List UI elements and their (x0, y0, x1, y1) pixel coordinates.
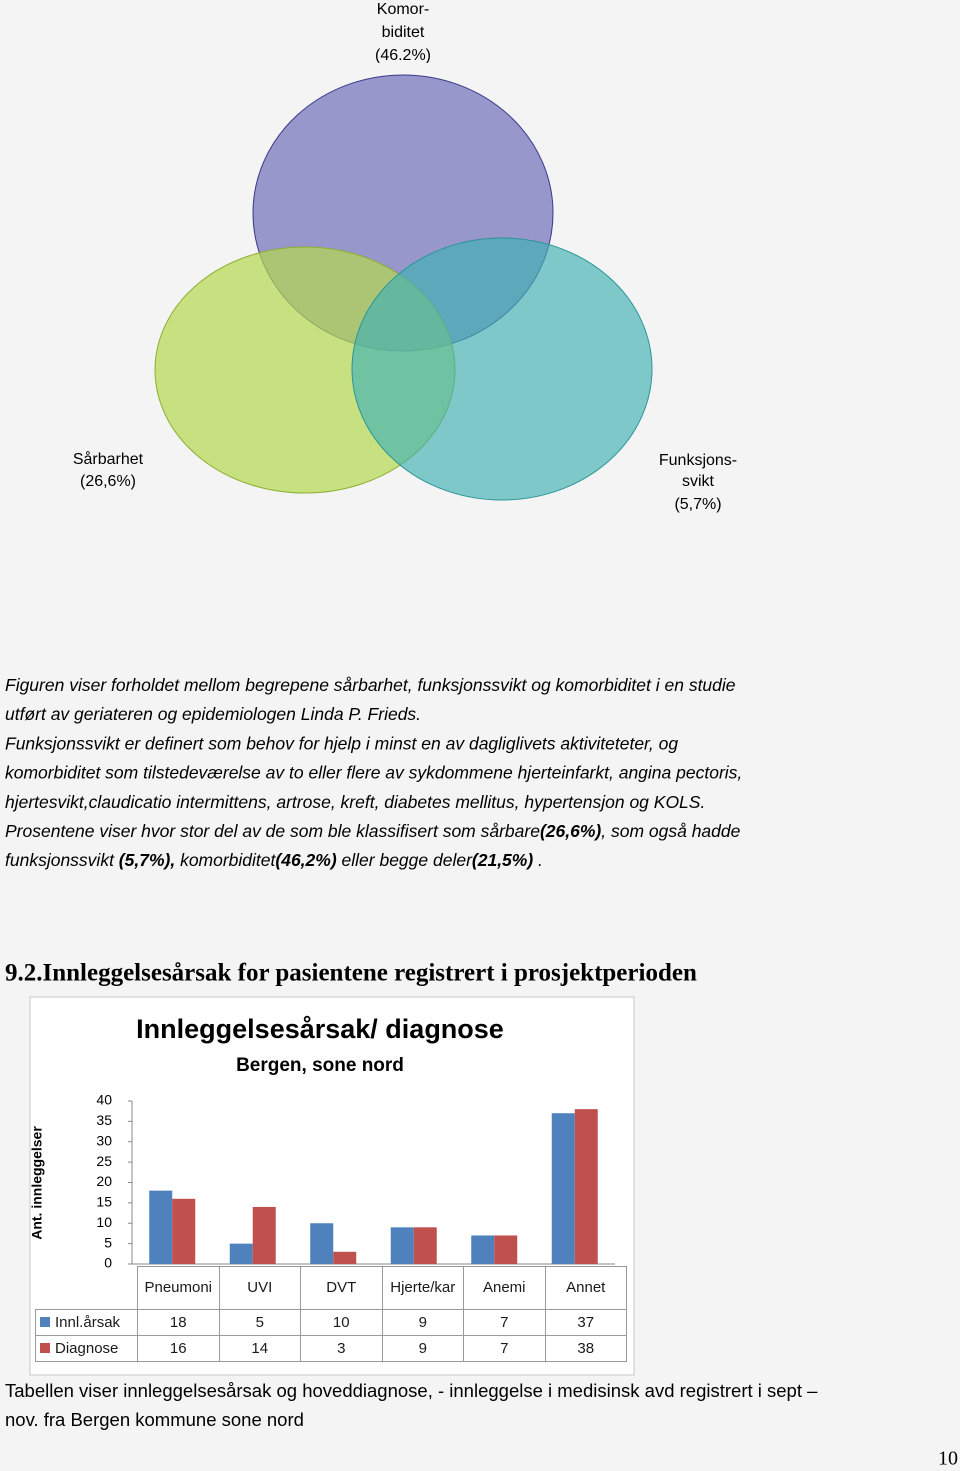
x-tick-label: Hjerte/kar (381, 1266, 464, 1310)
y-tick-label: 30 (96, 1132, 112, 1148)
caption-run: eller begge deler (337, 850, 473, 870)
venn-label: Komor- (377, 1, 429, 18)
y-tick-label: 35 (96, 1112, 112, 1128)
caption-line: Prosentene viser hvor stor del av de som… (5, 821, 741, 841)
caption-run: Funksjonssvikt er definert som behov for… (5, 733, 678, 753)
caption-line: hjertesvikt,claudicatio intermittens, ar… (5, 791, 705, 811)
table-value: 7 (463, 1335, 546, 1362)
table-value: 3 (300, 1335, 383, 1362)
bar (252, 1206, 276, 1264)
table-value: 10 (300, 1309, 383, 1336)
table-value: 5 (218, 1309, 301, 1336)
bar (574, 1109, 598, 1264)
footer-line: nov. fra Bergen kommune sone nord (5, 1409, 304, 1430)
caption-run: (21,5%) (472, 850, 533, 870)
table-value: 9 (381, 1335, 464, 1362)
caption-run: komorbiditet (175, 850, 276, 870)
table-value: 37 (544, 1309, 627, 1336)
venn-label: (26,6%) (80, 473, 136, 490)
venn-circle (351, 237, 653, 501)
legend-swatch (40, 1343, 50, 1353)
caption-run: Prosentene viser hvor stor del av de som… (5, 821, 540, 841)
y-tick-label: 25 (96, 1153, 112, 1169)
caption-run: (5,7%), (119, 850, 175, 870)
bar (310, 1223, 334, 1264)
series-row: Innl.årsak 18 5 10 9 7 37 (35, 1309, 627, 1336)
venn-label: Funksjons- (659, 452, 737, 469)
y-tick-label: 20 (96, 1173, 112, 1189)
bar (172, 1198, 196, 1264)
table-value: 38 (544, 1335, 627, 1362)
x-tick-label: DVT (300, 1266, 383, 1310)
venn-label: biditet (382, 24, 425, 41)
venn-label: Sårbarhet (73, 450, 144, 468)
section-heading: 9.2.Innleggelsesårsak for pasientene reg… (5, 960, 697, 987)
caption-run: funksjonssvikt (5, 850, 119, 870)
legend-label: Innl.årsak (55, 1314, 121, 1331)
legend-label: Diagnose (55, 1340, 119, 1357)
x-tick-label: Anemi (463, 1266, 546, 1310)
y-tick-label: 5 (104, 1234, 112, 1250)
x-tick-label: UVI (218, 1266, 301, 1310)
legend-cell: Innl.årsak (35, 1309, 138, 1336)
caption-run: utført av geriateren og epidemiologen Li… (5, 704, 421, 724)
corner (36, 1267, 138, 1310)
bar (149, 1190, 173, 1264)
x-tick-label: Annet (544, 1266, 627, 1310)
caption-run: (46,2%) (275, 850, 336, 870)
table-value: 16 (137, 1335, 220, 1362)
category-row: Pneumoni UVI DVT Hjerte/kar Anemi Annet (36, 1266, 627, 1310)
legend-cell: Diagnose (35, 1335, 138, 1362)
legend-swatch (40, 1317, 50, 1327)
caption-line: funksjonssvikt (5,7%), komorbiditet(46,2… (5, 850, 543, 870)
caption-line: Funksjonssvikt er definert som behov for… (5, 733, 678, 753)
caption-run: . (533, 850, 543, 870)
bar (413, 1227, 437, 1264)
footer-line: Tabellen viser innleggelsesårsak og hove… (5, 1380, 818, 1401)
table-value: 7 (463, 1309, 546, 1336)
caption-run: , som også hadde (601, 821, 740, 841)
y-axis-label: Ant. innleggelser (29, 1126, 45, 1240)
x-tick-label: Pneumoni (137, 1266, 220, 1310)
caption-line: komorbiditet som tilstedeværelse av to e… (5, 762, 742, 782)
bar (390, 1227, 414, 1264)
bar (471, 1235, 495, 1264)
bar (494, 1235, 518, 1264)
caption-run: hjertesvikt,claudicatio intermittens, ar… (5, 791, 705, 811)
bar (333, 1251, 357, 1264)
table-value: 14 (218, 1335, 301, 1362)
venn-label: (46.2%) (375, 47, 431, 64)
table-value: 9 (381, 1309, 464, 1336)
caption-run: komorbiditet som tilstedeværelse av to e… (5, 762, 742, 782)
caption-run: (26,6%) (540, 821, 601, 841)
y-tick-label: 0 (104, 1255, 112, 1271)
caption-run: Figuren viser forholdet mellom begrepene… (5, 675, 736, 695)
venn-label: (5,7%) (674, 496, 721, 513)
bar (229, 1243, 253, 1264)
caption-line: utført av geriateren og epidemiologen Li… (5, 704, 421, 724)
table-value: 18 (137, 1309, 220, 1336)
data-table: Pneumoni UVI DVT Hjerte/kar Anemi Annet Innl.å… (35, 1266, 627, 1362)
caption-line: Figuren viser forholdet mellom begrepene… (5, 675, 736, 695)
series-row: Diagnose 16 14 3 9 7 38 (35, 1335, 627, 1362)
venn-label: svikt (682, 473, 715, 490)
y-tick-label: 15 (96, 1194, 112, 1210)
chart-title: Innleggelsesårsak/ diagnose (136, 1014, 504, 1044)
y-tick-label: 40 (96, 1092, 112, 1108)
y-tick-label: 10 (96, 1214, 112, 1230)
bar (551, 1113, 575, 1264)
page-number: 10 (938, 1448, 958, 1470)
chart-subtitle: Bergen, sone nord (236, 1055, 404, 1076)
